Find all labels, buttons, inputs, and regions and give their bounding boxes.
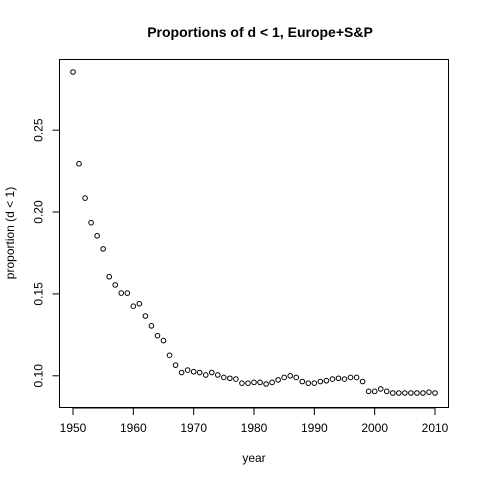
data-point	[383, 388, 390, 395]
data-point	[293, 374, 300, 381]
data-point	[148, 323, 155, 329]
chart-title: Proportions of d < 1, Europe+S&P	[147, 24, 373, 40]
data-point	[245, 380, 251, 386]
data-point	[142, 313, 149, 319]
x-tick-label: 2000	[361, 421, 388, 435]
data-point	[365, 388, 372, 395]
data-point	[359, 378, 366, 385]
x-tick-label: 1970	[180, 421, 207, 435]
data-point	[317, 378, 324, 385]
y-tick-label: 0.10	[32, 364, 46, 388]
data-point	[124, 290, 131, 296]
data-point	[371, 388, 378, 395]
data-point	[233, 376, 239, 382]
data-point	[305, 380, 312, 386]
data-point	[347, 374, 354, 381]
data-point	[263, 381, 269, 387]
data-point	[215, 372, 221, 378]
plot-frame	[59, 59, 449, 408]
data-point	[178, 369, 185, 376]
data-point	[184, 367, 191, 373]
data-point	[88, 219, 94, 226]
data-point	[420, 390, 426, 396]
y-tick-label: 0.15	[32, 282, 46, 306]
data-point	[335, 375, 342, 382]
data-point	[190, 368, 197, 375]
data-point	[432, 390, 438, 396]
data-point	[269, 379, 275, 386]
data-point	[221, 374, 227, 381]
data-points	[70, 69, 438, 396]
data-point	[323, 377, 330, 384]
data-point	[118, 290, 125, 296]
data-point	[299, 378, 306, 385]
x-tick-label: 1960	[120, 421, 147, 435]
data-point	[106, 273, 112, 280]
data-point	[160, 337, 167, 344]
y-tick-label: 0.20	[32, 200, 46, 224]
data-point	[311, 380, 318, 386]
data-point	[377, 386, 384, 392]
data-point	[112, 282, 119, 288]
data-point	[426, 389, 432, 395]
y-axis-label: proportion (d < 1)	[3, 187, 17, 279]
data-point	[341, 376, 348, 382]
data-point	[76, 160, 82, 167]
x-axis: 1950 1960 1970 1980 1990 2000 2010	[60, 408, 449, 435]
data-point	[281, 374, 287, 381]
x-tick-label: 1950	[60, 421, 87, 435]
data-point	[172, 362, 179, 368]
x-axis-label: year	[242, 451, 265, 465]
data-point	[402, 390, 408, 396]
data-point	[94, 232, 100, 239]
data-point	[208, 369, 215, 376]
x-tick-label: 1990	[301, 421, 328, 435]
data-point	[100, 246, 106, 252]
data-point	[329, 376, 336, 382]
data-point	[196, 369, 203, 376]
data-point	[239, 380, 245, 386]
data-point	[408, 390, 414, 396]
data-point	[414, 390, 420, 396]
data-point	[130, 303, 137, 309]
x-tick-label: 1980	[241, 421, 268, 435]
data-point	[389, 390, 396, 396]
data-point	[275, 377, 281, 383]
data-point	[227, 375, 233, 382]
data-point	[136, 300, 143, 307]
data-point	[202, 372, 209, 378]
data-point	[353, 374, 360, 381]
data-point	[396, 390, 402, 396]
data-point	[82, 195, 88, 201]
y-tick-label: 0.25	[32, 118, 46, 142]
data-point	[166, 352, 173, 359]
data-point	[287, 373, 294, 379]
y-axis: 0.10 0.15 0.20 0.25	[32, 118, 60, 387]
data-point	[70, 69, 76, 75]
data-point	[257, 379, 263, 386]
data-point	[251, 379, 257, 386]
x-tick-label: 2010	[422, 421, 449, 435]
data-point	[154, 332, 161, 339]
